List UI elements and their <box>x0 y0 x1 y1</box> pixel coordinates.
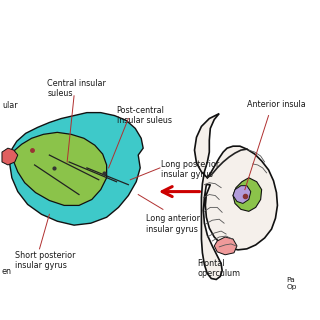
Text: Pa
Op: Pa Op <box>286 276 297 290</box>
Text: Long posterior
insular gyrus: Long posterior insular gyrus <box>161 160 219 180</box>
Polygon shape <box>214 237 237 255</box>
Text: Long anterior
insular gyrus: Long anterior insular gyrus <box>146 214 200 234</box>
Polygon shape <box>12 132 107 205</box>
Polygon shape <box>10 113 143 225</box>
Text: Post-central
insular suleus: Post-central insular suleus <box>116 106 172 125</box>
Text: Short posterior
insular gyrus: Short posterior insular gyrus <box>15 251 75 270</box>
Text: en: en <box>2 267 12 276</box>
Polygon shape <box>233 186 251 204</box>
Text: ular: ular <box>2 101 18 110</box>
Polygon shape <box>233 178 262 211</box>
Text: Central insular
suleus: Central insular suleus <box>47 79 106 99</box>
Polygon shape <box>2 148 18 165</box>
Polygon shape <box>195 114 277 279</box>
Text: Anterior insula: Anterior insula <box>247 100 306 109</box>
Text: Frontal
operculum: Frontal operculum <box>197 259 241 278</box>
